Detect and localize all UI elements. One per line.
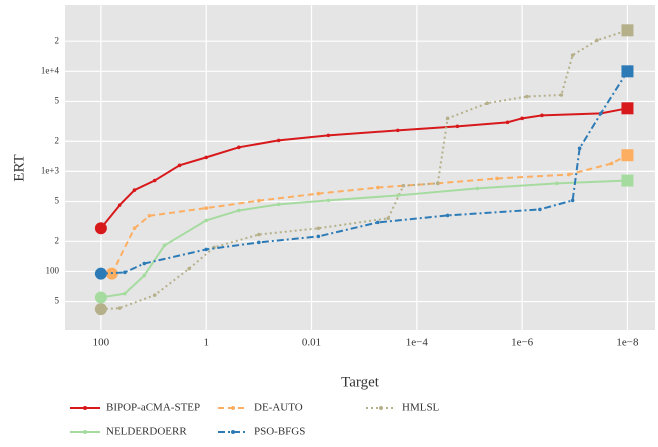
y-tick-label: 100: [46, 266, 60, 276]
point: [326, 198, 331, 203]
series-line: [100, 179, 628, 299]
point: [559, 93, 564, 97]
point: [395, 128, 400, 133]
plot-background: [65, 5, 655, 330]
point: [554, 181, 559, 186]
point: [123, 270, 127, 275]
legend-label: PSO-BFGS: [254, 426, 305, 438]
point: [316, 191, 321, 196]
legend-dot: [231, 406, 235, 410]
series-line: [110, 154, 628, 275]
point: [401, 183, 406, 188]
legend-dot: [379, 406, 383, 410]
point: [142, 273, 147, 278]
point: [257, 232, 261, 237]
point: [316, 234, 321, 239]
legend-label: HMLSL: [402, 402, 440, 414]
point: [152, 293, 157, 297]
point: [376, 220, 380, 225]
start-marker: [94, 291, 107, 304]
legend-dot: [83, 430, 87, 434]
y-tick-label: 1e+4: [41, 65, 60, 75]
point: [475, 186, 480, 191]
point: [237, 208, 241, 213]
x-tick-label: 100: [93, 337, 110, 349]
point: [132, 188, 137, 192]
point: [316, 226, 321, 231]
legend-label: DE-AUTO: [254, 402, 303, 414]
start-marker: [94, 222, 107, 235]
point: [538, 207, 542, 212]
point: [123, 291, 127, 296]
legend-dot: [231, 430, 235, 434]
end-marker: [621, 102, 634, 115]
point: [570, 53, 575, 57]
legend-label: BIPOP-aCMA-STEP: [106, 402, 200, 414]
point: [117, 306, 122, 310]
start-marker: [94, 267, 107, 280]
point: [152, 178, 157, 183]
point: [540, 113, 544, 118]
point: [599, 111, 603, 116]
point: [204, 206, 208, 210]
point: [147, 213, 152, 218]
point: [162, 243, 167, 248]
point: [132, 226, 137, 231]
legend-dot: [83, 406, 87, 410]
point: [577, 146, 582, 151]
x-axis-label: Target: [341, 374, 380, 390]
end-marker: [621, 65, 634, 78]
point: [204, 218, 208, 223]
point: [495, 176, 499, 181]
point: [570, 198, 575, 203]
point: [376, 185, 380, 190]
y-tick-label: 5: [55, 296, 60, 306]
point: [326, 133, 331, 138]
point: [237, 145, 241, 150]
point: [455, 124, 460, 129]
point: [609, 161, 614, 166]
point: [595, 38, 599, 43]
legend-label: NELDERDOERR: [106, 426, 187, 438]
x-tick-label: 1e−4: [406, 337, 429, 349]
y-tick-label: 5: [55, 196, 60, 206]
point: [395, 193, 400, 198]
end-marker: [621, 149, 634, 162]
end-marker: [621, 24, 634, 37]
y-tick-label: 2: [55, 235, 60, 245]
start-marker: [94, 303, 107, 316]
point: [204, 247, 208, 252]
y-tick-label: 5: [55, 96, 60, 106]
point: [142, 261, 147, 266]
point: [435, 181, 440, 186]
y-axis-label: ERT: [11, 154, 27, 181]
point: [485, 101, 490, 106]
y-tick-label: 2: [55, 135, 60, 145]
point: [445, 116, 450, 121]
point: [386, 216, 390, 221]
point: [177, 163, 182, 168]
point: [525, 94, 529, 99]
x-tick-label: 1e−6: [511, 337, 534, 349]
y-tick-label: 2: [55, 35, 60, 45]
end-marker: [621, 174, 634, 187]
point: [276, 202, 281, 207]
point: [505, 120, 510, 125]
series-line: [100, 107, 628, 229]
x-tick-label: 1e−8: [616, 337, 639, 349]
point: [117, 203, 122, 207]
y-tick-label: 1e+3: [41, 165, 60, 175]
point: [567, 172, 571, 177]
x-tick-label: 1: [203, 337, 209, 349]
point: [257, 198, 261, 203]
point: [187, 266, 192, 271]
x-tick-label: 0.01: [302, 337, 321, 349]
point: [257, 240, 261, 245]
point: [204, 155, 208, 160]
point: [276, 138, 281, 143]
point: [445, 213, 450, 218]
point: [520, 116, 524, 121]
